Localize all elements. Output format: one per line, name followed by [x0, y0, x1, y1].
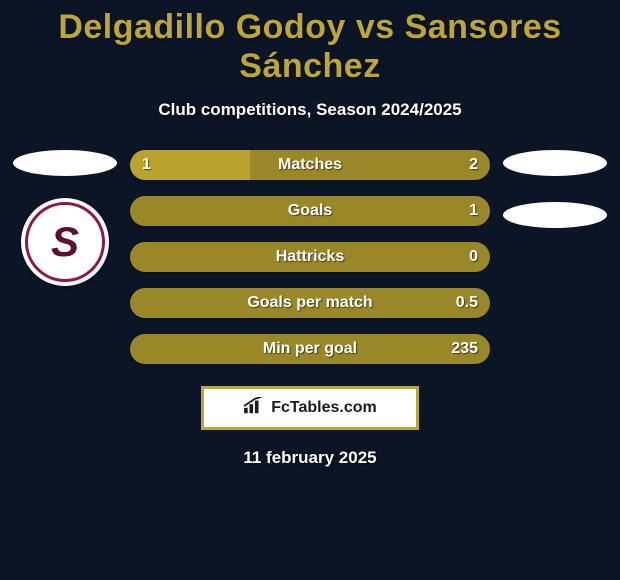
page-title: Delgadillo Godoy vs Sansores Sánchez [10, 8, 610, 86]
player1-column: S [10, 150, 120, 286]
player2-column [500, 150, 610, 228]
player2-club-placeholder [503, 202, 607, 228]
player2-avatar-placeholder [503, 150, 607, 176]
stat-bar: Hattricks0 [130, 242, 490, 272]
player1-avatar-placeholder [13, 150, 117, 176]
stat-bar: Matches12 [130, 150, 490, 180]
stat-bar: Min per goal235 [130, 334, 490, 364]
brand-text: FcTables.com [271, 399, 377, 417]
stat-bar-seg-p2 [130, 334, 490, 364]
brand-box[interactable]: FcTables.com [201, 386, 419, 430]
stat-bar-seg-p2 [250, 150, 490, 180]
date-line: 11 february 2025 [10, 448, 610, 468]
main-row: S Matches12 Goals1 Hattricks0 Goals per mat… [10, 150, 610, 364]
comparison-card: Delgadillo Godoy vs Sansores Sánchez Clu… [0, 0, 620, 580]
stat-bar: Goals1 [130, 196, 490, 226]
club-badge-letter: S [51, 218, 79, 266]
stat-bar-seg-p2 [130, 242, 490, 272]
player1-club-badge: S [21, 198, 109, 286]
stat-bar-seg-p1 [130, 150, 250, 180]
stat-bar-seg-p2 [130, 288, 490, 318]
stat-bar-seg-p2 [130, 196, 490, 226]
stat-bars: Matches12 Goals1 Hattricks0 Goals per match… [130, 150, 490, 364]
subtitle: Club competitions, Season 2024/2025 [10, 100, 610, 120]
bar-chart-icon [243, 397, 265, 420]
stat-bar: Goals per match0.5 [130, 288, 490, 318]
